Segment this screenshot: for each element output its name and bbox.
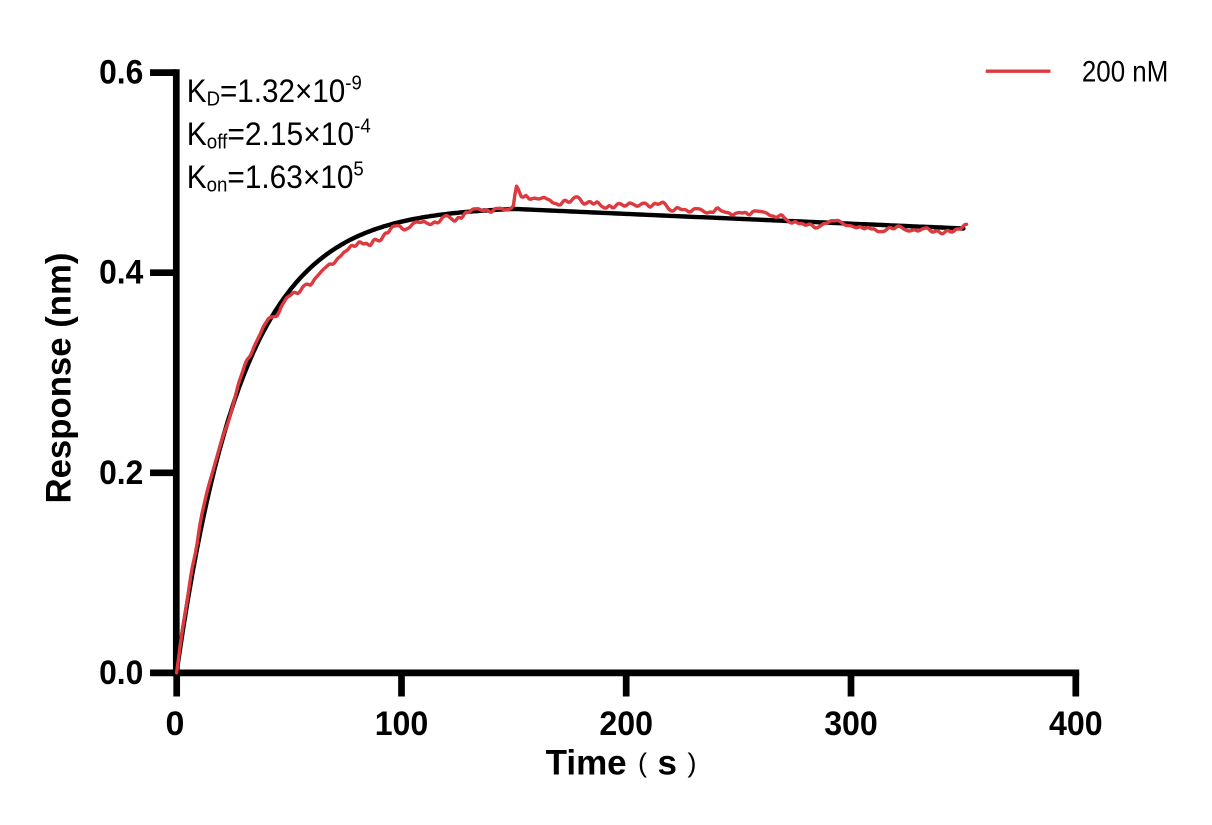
svg-text:200: 200: [599, 705, 653, 743]
svg-text:Time: Time: [546, 744, 627, 783]
svg-text:Koff=2.15×10-4: Koff=2.15×10-4: [187, 116, 371, 154]
svg-text:300: 300: [824, 705, 878, 743]
svg-text:0.4: 0.4: [99, 254, 143, 292]
svg-text:Kon=1.63×105: Kon=1.63×105: [187, 159, 364, 197]
svg-text:0.6: 0.6: [99, 54, 143, 92]
svg-text:100: 100: [375, 705, 429, 743]
svg-text:Response (nm): Response (nm): [40, 253, 79, 504]
svg-text:): ): [688, 748, 697, 778]
svg-text:(: (: [638, 748, 647, 778]
svg-text:0.0: 0.0: [99, 654, 143, 692]
svg-text:0: 0: [166, 705, 185, 743]
svg-text:200 nM: 200 nM: [1082, 55, 1168, 88]
svg-text:400: 400: [1049, 705, 1103, 743]
svg-text:s: s: [658, 744, 677, 783]
svg-text:KD=1.32×10-9: KD=1.32×10-9: [187, 73, 362, 111]
svg-text:0.2: 0.2: [99, 454, 143, 492]
